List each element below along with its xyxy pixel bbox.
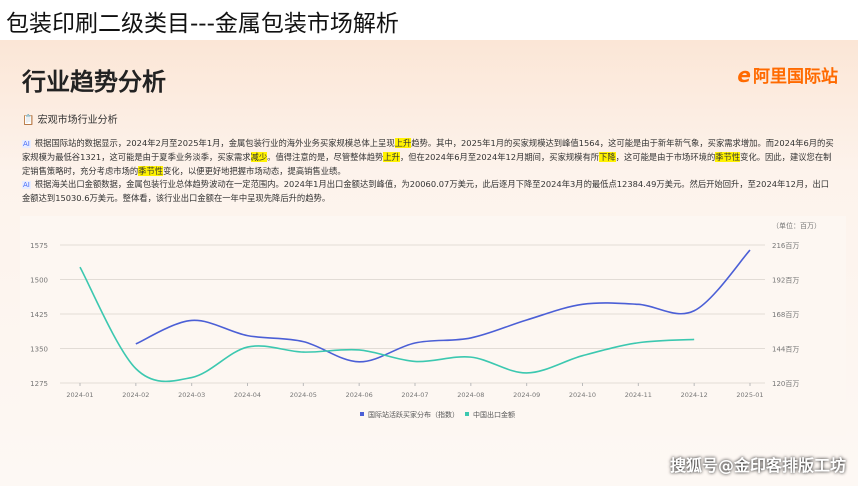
paragraph: AI 根据国际站的数据显示，2024年2月至2025年1月，金属包装行业的海外业务… [22,137,837,178]
analysis-text: AI 根据国际站的数据显示，2024年2月至2025年1月，金属包装行业的海外业务… [22,137,837,205]
right-tick-label: 144百万 [772,346,799,354]
line-chart-svg: 1275 120百万 1350 144百万 1425 168百万 1500 192百万 1575… [30,221,821,419]
x-tick-label: 2024-04 [234,391,261,399]
x-tick-label: 2024-08 [457,391,484,399]
legend-swatch [360,412,364,416]
left-tick-label: 1350 [30,346,48,354]
legend-label: 国际站活跃买家分布（指数） [368,410,459,419]
x-tick-label: 2024-12 [681,391,708,399]
text-segment: ，但在2024年6月至2024年12月期间，买家规模有所 [399,152,600,163]
footer-watermark: 搜狐号@金印客排版工坊 [669,456,846,475]
x-tick-label: 2024-09 [513,391,540,399]
left-tick-label: 1275 [30,380,48,388]
left-tick-label: 1425 [30,311,48,319]
right-tick-label: 216百万 [772,242,799,250]
right-tick-label: 192百万 [772,277,799,285]
text-segment: 变化，以便更好地把握市场动态，提高销售业绩。 [163,165,346,176]
text-segment: 趋势。其中，2025年1月的买家规模达到峰值1564，这可能是由于新年新气象，买… [22,138,834,163]
text-segment: 根据海关出口金额数据，金属包装行业总体趋势波动在一定范围内。2024年1月出口金… [22,178,830,204]
text-segment: 根据国际站的数据显示，2024年2月至2025年1月，金属包装行业的海外业务买家… [34,138,395,148]
x-tick-label: 2024-02 [122,391,149,399]
clipboard-icon: 📋 [22,115,35,126]
slide-card: 行业趋势分析 e 阿里国际站 📋 宏观市场行业分析 AI 根据国际站的数据显示，20… [0,40,858,486]
text-segment: ，这可能是由于市场环境的 [615,152,716,163]
section-heading: 行业趋势分析 [22,68,166,96]
highlight-text: 上升 [383,152,400,163]
text-segment: 。值得注意的是，尽管整体趋势 [267,152,384,163]
paragraph: AI 根据海关出口金额数据，金属包装行业总体趋势波动在一定范围内。2024年1月出… [22,178,837,206]
right-tick-label: 120百万 [772,380,799,388]
subsection-label: 📋 宏观市场行业分析 [22,115,118,126]
ai-badge-icon: AI [22,140,31,148]
left-tick-label: 1575 [30,242,48,250]
x-tick-label: 2024-10 [569,391,596,399]
series-line-1 [135,249,751,363]
x-tick-label: 2024-07 [401,391,428,399]
logo-icon: e [737,63,751,87]
highlight-text: 下降 [599,152,616,163]
highlight-text: 季节性 [715,152,741,163]
x-tick-label: 2024-03 [178,391,205,399]
x-tick-label: 2024-06 [346,391,373,399]
x-tick-label: 2024-01 [66,391,93,399]
series-line-2 [79,266,695,383]
x-tick-label: 2025-01 [736,391,763,399]
legend-label: 中国出口金额 [473,410,515,419]
legend-swatch [465,412,469,416]
text-segment: 变化。因此，建议您在制定销售策略时，充分考虑市场的 [22,152,832,176]
page-title: 包装印刷二级类目---金属包装市场解析 [6,11,399,37]
x-tick-label: 2024-11 [625,391,652,399]
trend-chart: 1275 120百万 1350 144百万 1425 168百万 1500 192百万 1575… [20,216,846,436]
highlight-text: 减少 [250,152,268,163]
ai-badge-icon: AI [22,180,31,189]
x-tick-label: 2024-05 [290,391,317,399]
left-tick-label: 1500 [30,277,48,285]
right-tick-label: 168百万 [772,311,799,319]
highlight-text: 上升 [394,138,412,148]
alibaba-logo: e 阿里国际站 [737,63,838,87]
highlight-text: 季节性 [138,165,164,176]
right-axis-unit: （单位：百万） [772,221,821,230]
